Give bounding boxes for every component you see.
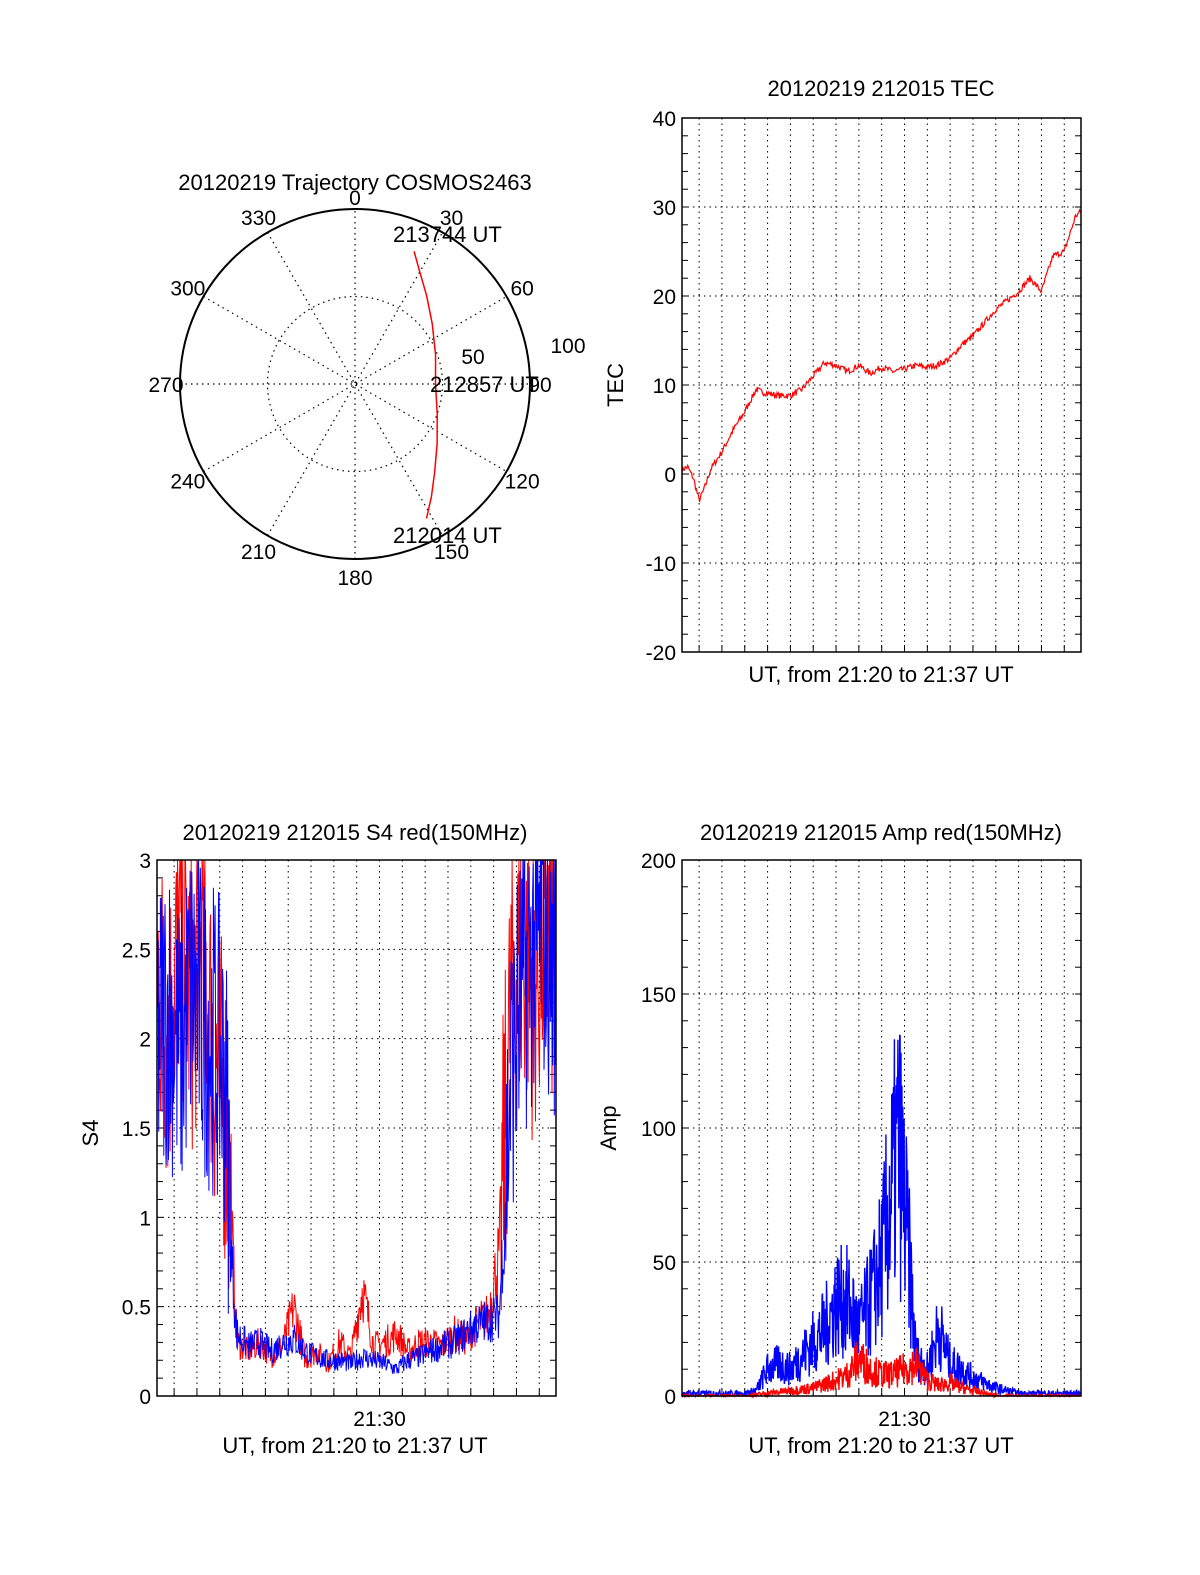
chart-title: 20120219 212015 S4 red(150MHz) xyxy=(183,820,528,845)
y-tick-label: -10 xyxy=(646,553,676,576)
series-layer xyxy=(156,859,557,1375)
y-tick-label: -20 xyxy=(646,642,676,665)
angle-tick-label: 0 xyxy=(349,187,361,210)
y-tick-label: 40 xyxy=(653,108,676,131)
y-tick-label: 0 xyxy=(139,1386,151,1409)
tick-labels: -20 -10 0 10 20 30 40 xyxy=(646,108,676,665)
angular-grid-line xyxy=(203,295,507,473)
angle-tick-label: 60 xyxy=(510,278,533,301)
angle-tick-label: 180 xyxy=(337,567,372,590)
series-line xyxy=(156,859,557,1375)
radial-tick-label: 100 xyxy=(550,335,585,358)
polar-outer-circle xyxy=(179,208,531,560)
series-line xyxy=(681,208,1082,503)
y-tick-label: 10 xyxy=(653,375,676,398)
angular-grid-line xyxy=(203,295,507,473)
angle-tick-label: 120 xyxy=(505,471,540,494)
plot-frame xyxy=(681,117,1082,653)
y-axis-label: Amp xyxy=(596,1105,621,1150)
trajectory-line xyxy=(413,251,438,519)
y-tick-label: 0.5 xyxy=(122,1297,151,1320)
angle-tick-label: 150 xyxy=(434,541,469,564)
y-tick-label: 1 xyxy=(139,1207,151,1230)
y-tick-label: 50 xyxy=(653,1252,676,1275)
x-axis-label: UT, from 21:20 to 21:37 UT xyxy=(748,1433,1013,1458)
chart-title: 20120219 212015 TEC xyxy=(767,76,994,101)
y-tick-label: 150 xyxy=(641,984,676,1007)
grid-lines xyxy=(682,117,1081,653)
trajectory-polar-chart: 20120219 Trajectory COSMOS2463 0 30 60 90 12… xyxy=(148,170,585,590)
y-axis-label: TEC xyxy=(603,363,628,407)
y-tick-label: 30 xyxy=(653,197,676,220)
plot-frame xyxy=(681,859,1082,1397)
amp-chart: 20120219 212015 Amp red(150MHz) 0 50 100 15… xyxy=(596,820,1082,1458)
angular-grid-line xyxy=(266,232,444,536)
plot-frame xyxy=(156,859,557,1397)
chart-title: 20120219 Trajectory COSMOS2463 xyxy=(178,170,531,195)
x-axis-label: UT, from 21:20 to 21:37 UT xyxy=(748,662,1013,687)
y-tick-label: 200 xyxy=(641,850,676,873)
y-axis-label: S4 xyxy=(78,1120,103,1147)
x-tick-label: 21:30 xyxy=(878,1408,931,1431)
series-line xyxy=(156,859,557,1373)
trajectory-label-end: 213744 UT xyxy=(393,222,502,247)
y-tick-label: 0 xyxy=(664,464,676,487)
y-tick-label: 2.5 xyxy=(122,939,151,962)
x-axis-label: UT, from 21:20 to 21:37 UT xyxy=(222,1433,487,1458)
y-tick-label: 100 xyxy=(641,1118,676,1141)
s4-chart: 20120219 212015 S4 red(150MHz) 0 0.5 1 1.5 2… xyxy=(78,820,557,1458)
y-tick-label: 0 xyxy=(664,1386,676,1409)
angular-grid-line xyxy=(266,232,444,536)
angle-tick-label: 210 xyxy=(241,541,276,564)
tick-labels: 0 50 100 150 200 21:30 xyxy=(641,850,931,1431)
polar-angle-labels: 0 30 60 90 120 150 180 210 240 270 300 330 xyxy=(148,187,551,590)
y-tick-label: 20 xyxy=(653,286,676,309)
angle-tick-label: 240 xyxy=(170,471,205,494)
y-tick-label: 2 xyxy=(139,1029,151,1052)
angle-tick-label: 330 xyxy=(241,207,276,230)
angle-tick-label: 30 xyxy=(440,207,463,230)
series-line xyxy=(681,1034,1082,1399)
x-tick-label: 21:30 xyxy=(353,1408,406,1431)
radial-grid-circle xyxy=(266,295,444,473)
polar-grid xyxy=(180,209,530,559)
angle-tick-label: 270 xyxy=(148,374,183,397)
trajectory-label-mid: 212857 UT xyxy=(430,372,539,397)
y-tick-label: 3 xyxy=(139,850,151,873)
tec-chart: 20120219 212015 TEC -20 -10 0 10 20 30 40 UT, … xyxy=(603,76,1082,687)
angle-tick-label: 90 xyxy=(528,374,551,397)
tick-labels: 0 0.5 1 1.5 2 2.5 3 21:30 xyxy=(122,850,406,1431)
series-layer xyxy=(681,208,1082,503)
chart-title: 20120219 212015 Amp red(150MHz) xyxy=(700,820,1062,845)
radial-tick-label: 50 xyxy=(461,346,484,369)
trajectory-label-start: 212014 UT xyxy=(393,523,502,548)
angle-tick-label: 300 xyxy=(170,278,205,301)
y-tick-label: 1.5 xyxy=(122,1118,151,1141)
